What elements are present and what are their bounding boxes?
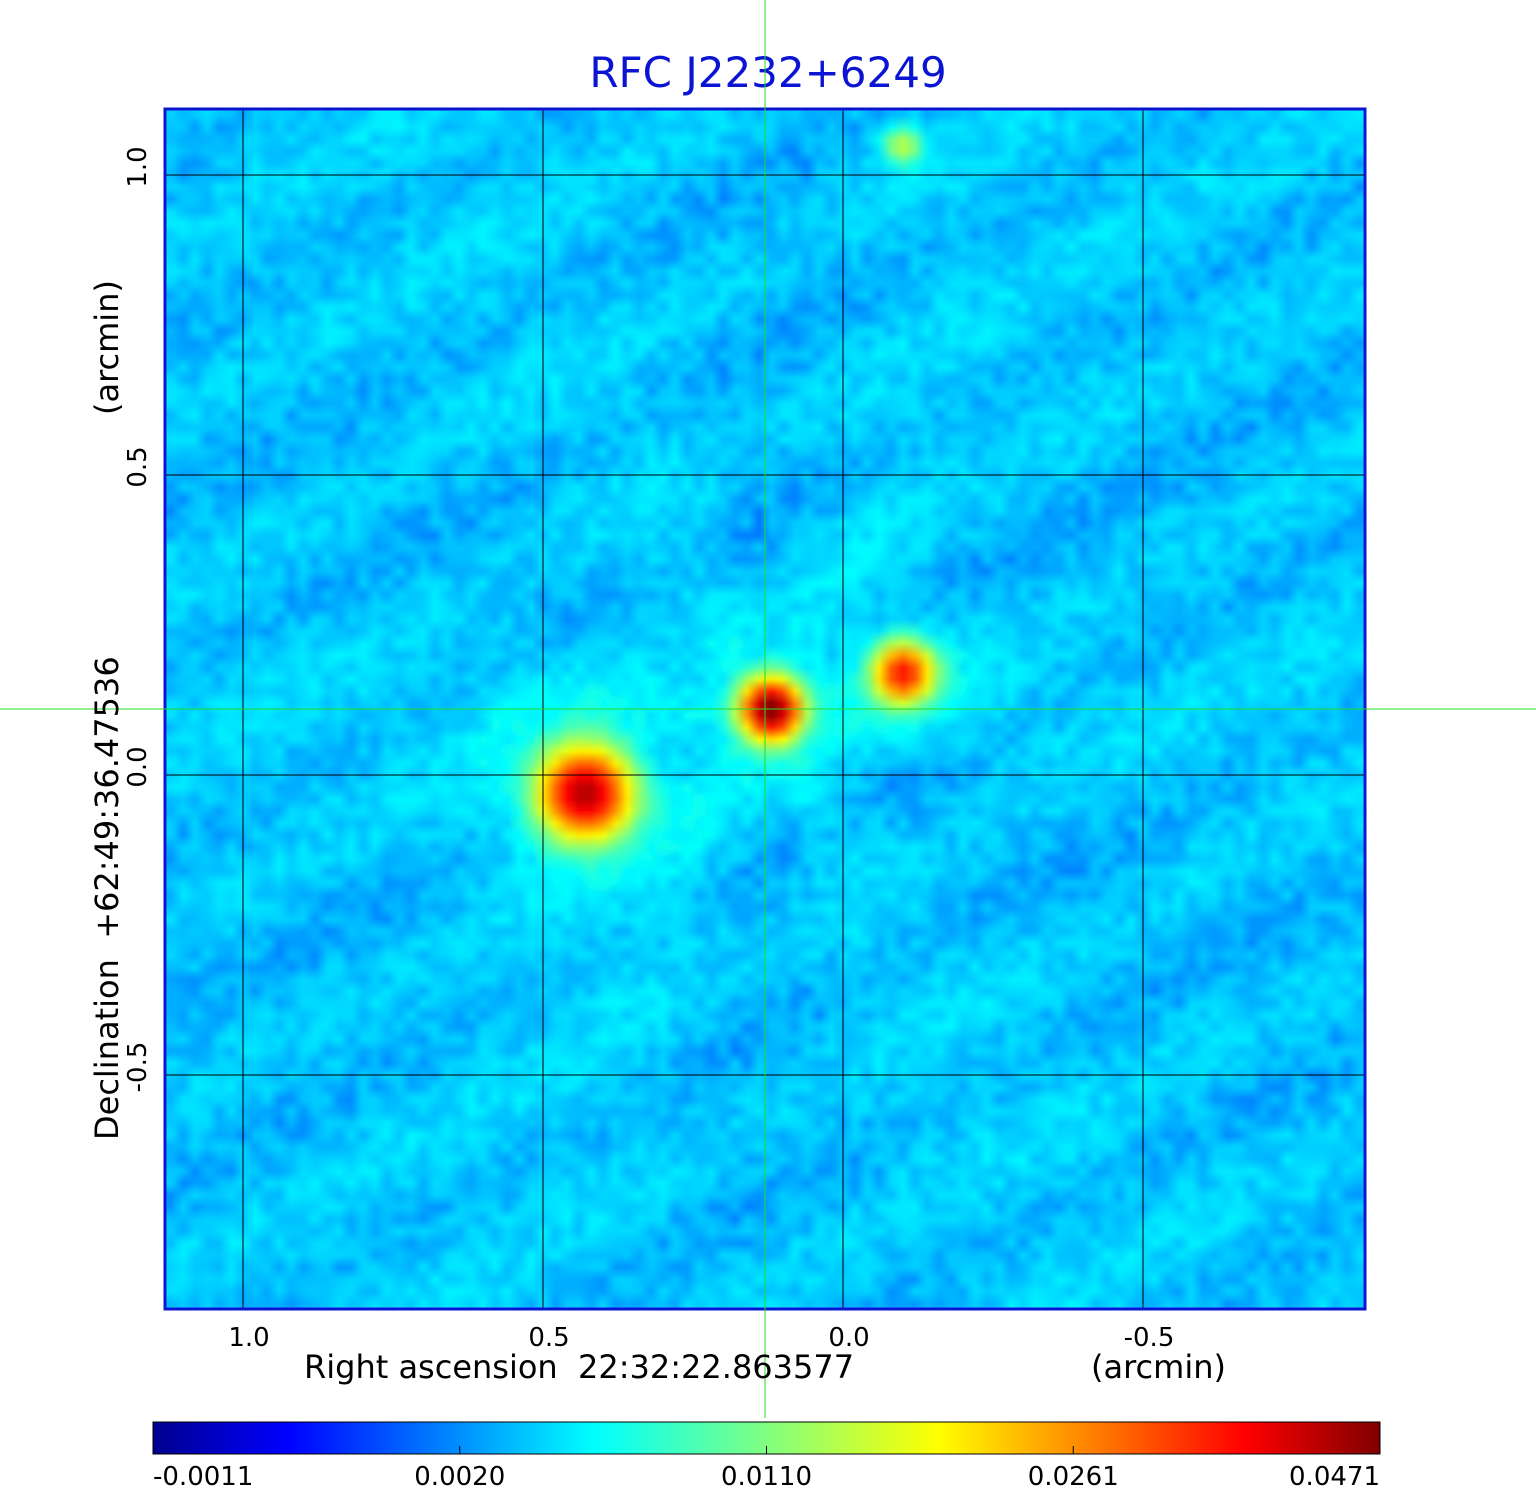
colorbar-ticks xyxy=(459,1446,1074,1454)
y-axis-label: Declination +62:49:36.47536 xyxy=(88,656,126,1140)
colorbar-tick-label: 0.0261 xyxy=(1027,1462,1119,1492)
colorbar xyxy=(152,1421,1381,1455)
x-tick-label: 0.5 xyxy=(528,1323,569,1353)
colorbar-tick-label: 0.0110 xyxy=(721,1462,812,1492)
tick-labels: 1.0 0.5 0.0 -0.5 1.0 0.5 0.0 -0.5 xyxy=(123,146,1174,1353)
x-axis-label: Right ascension 22:32:22.863577 xyxy=(304,1348,855,1386)
chart-title: RFC J2232+6249 xyxy=(589,48,947,97)
y-tick-label: 1.0 xyxy=(123,146,153,187)
y-tick-label: -0.5 xyxy=(123,1042,153,1093)
crosshair xyxy=(0,0,1536,1418)
colorbar-tick-label: 0.0020 xyxy=(414,1462,506,1492)
colorbar-tick-label: -0.0011 xyxy=(153,1462,254,1492)
x-tick-label: 0.0 xyxy=(828,1323,869,1353)
x-axis-unit: (arcmin) xyxy=(1091,1348,1226,1386)
x-tick-label: -0.5 xyxy=(1124,1323,1175,1353)
y-tick-label: 0.5 xyxy=(123,446,153,487)
y-tick-label: 0.0 xyxy=(123,746,153,787)
y-axis-unit: (arcmin) xyxy=(88,280,126,415)
colorbar-tick-label: 0.0471 xyxy=(1289,1462,1380,1492)
x-tick-label: 1.0 xyxy=(228,1323,269,1353)
